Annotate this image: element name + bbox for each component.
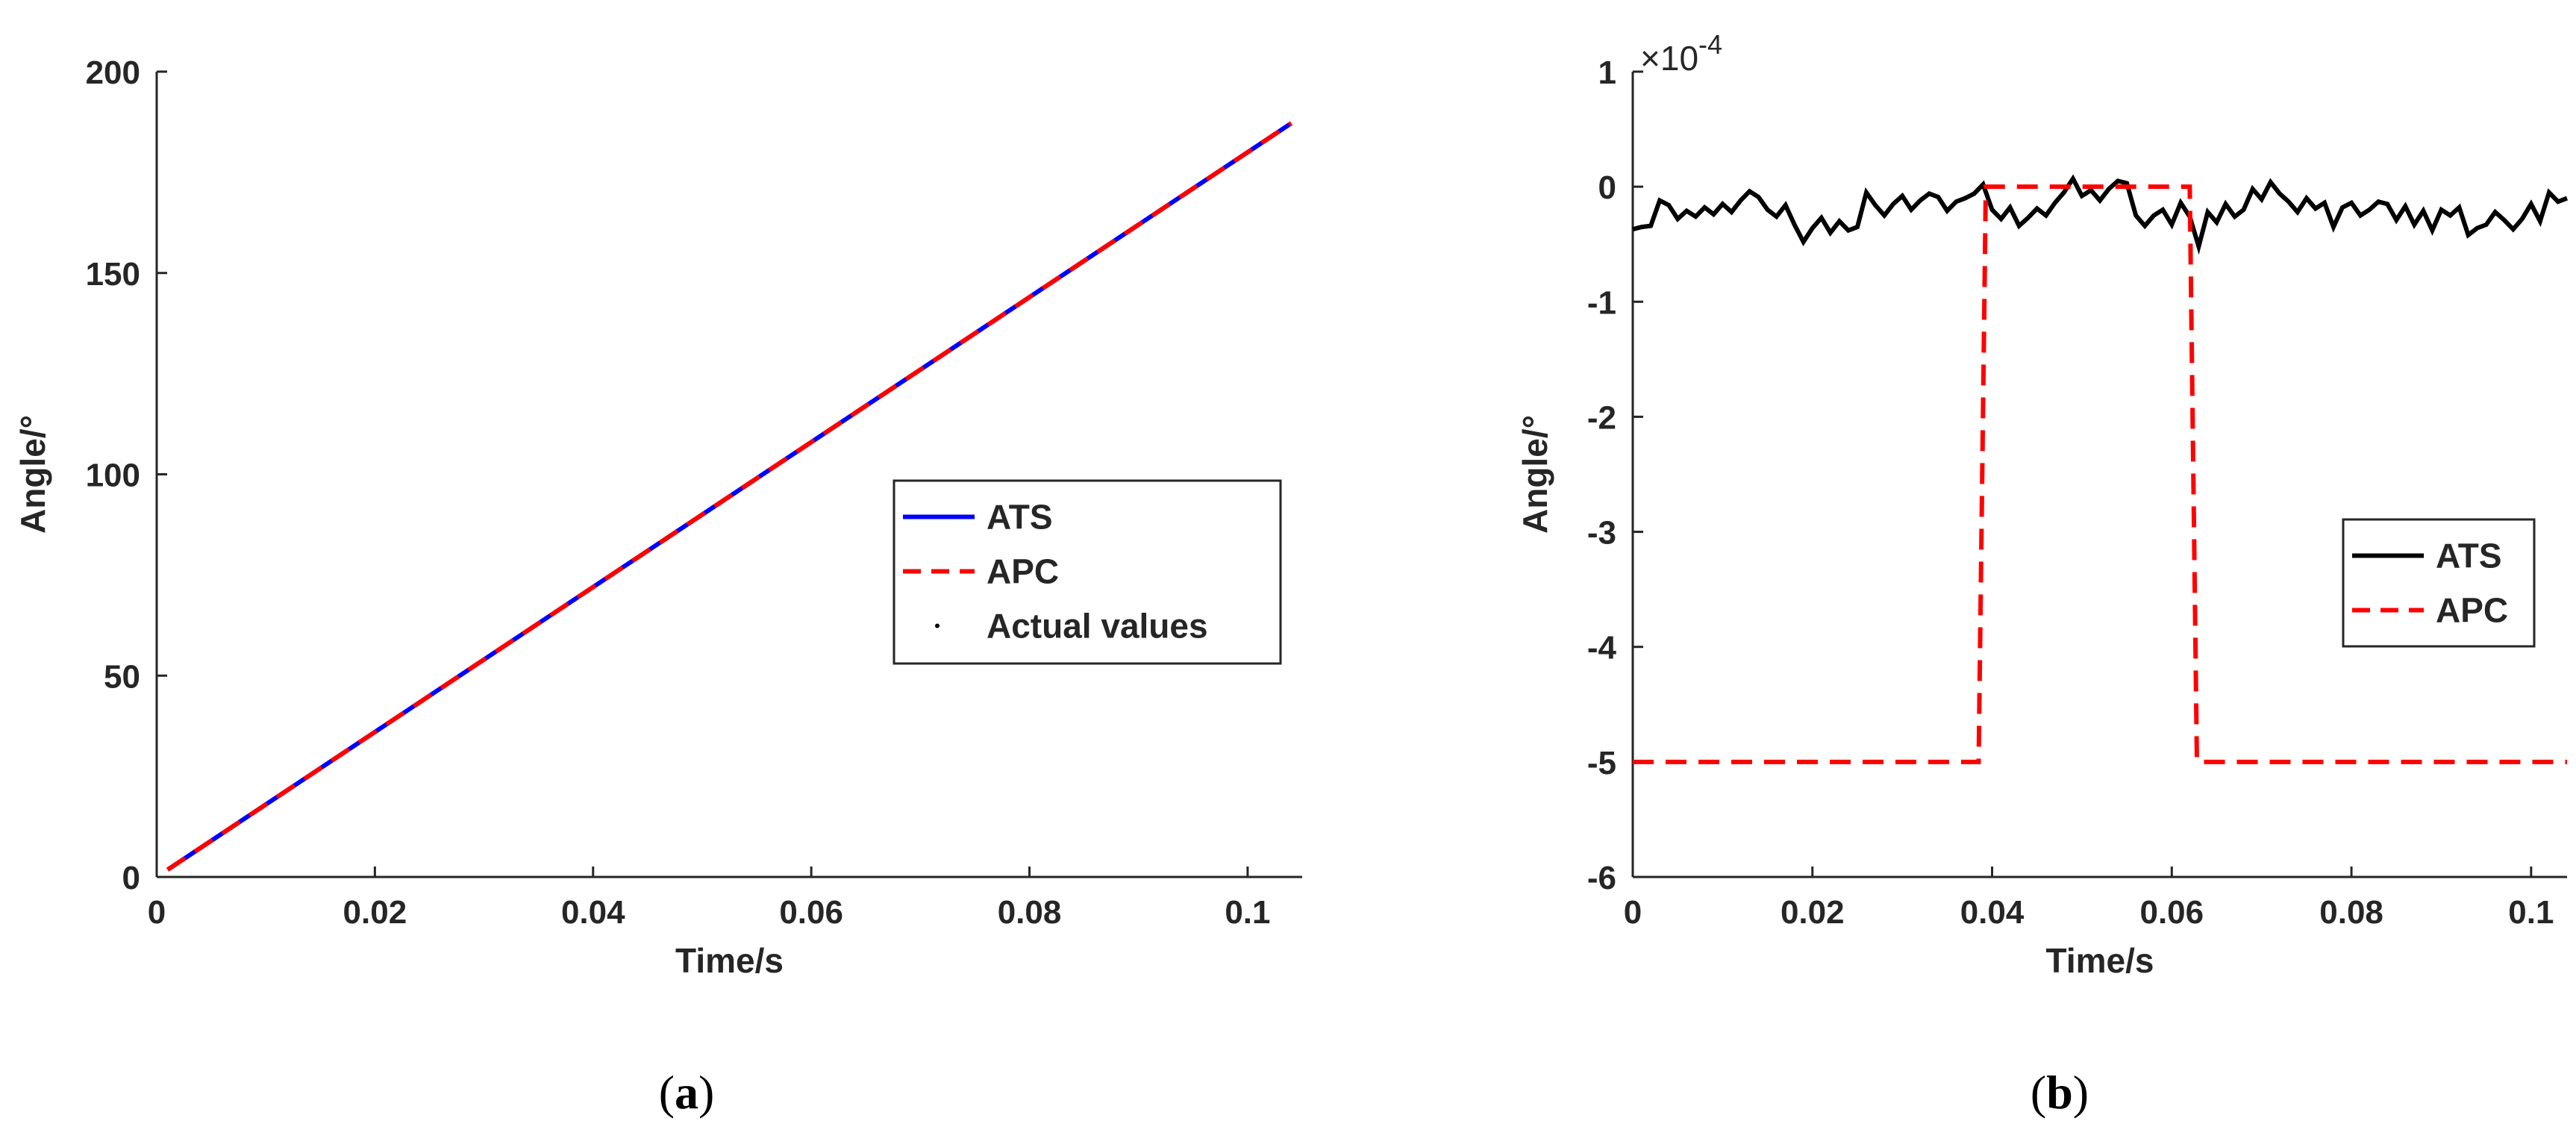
x-tick-label: 0.06 (779, 894, 843, 931)
y-exponent-value: -4 (1698, 29, 1722, 60)
caption-a: (a) (659, 1066, 715, 1119)
legend-label-actual-values: Actual values (987, 607, 1208, 646)
y-tick-label: 0 (122, 860, 140, 896)
y-tick-label: 100 (86, 458, 140, 494)
y-tick-label: -3 (1587, 515, 1616, 552)
caption-b: (b) (2031, 1066, 2089, 1119)
legend-label-ats: ATS (2436, 537, 2502, 575)
y-tick-label: -6 (1587, 860, 1616, 896)
y-tick-label: -5 (1587, 745, 1616, 781)
x-axis-label: Time/s (2046, 941, 2154, 980)
legend-marker-actual-values (935, 623, 940, 628)
x-tick-label: 0.04 (561, 894, 625, 931)
x-axis-label: Time/s (675, 941, 784, 980)
panel-b: 0 0.02 0.04 0.06 0.08 0.1 1 0 -1 -2 -3 -4 -5 -6 Time/s… (1516, 29, 2569, 980)
legend: ATS APC (2342, 518, 2536, 648)
y-exponent-label: ×10-4 (1640, 29, 1722, 78)
x-tick-label: 0.1 (1225, 894, 1270, 931)
series-line-ats (1632, 174, 2569, 255)
series-line-apc (166, 121, 1293, 872)
panel-a: 0 0.02 0.04 0.06 0.08 0.1 0 50 100 150 200 Time/s An… (13, 54, 1302, 980)
x-tick-label: 0.1 (2508, 894, 2554, 931)
y-axis-label: Angle/° (13, 415, 52, 534)
legend-label-apc: APC (987, 552, 1059, 591)
y-tick-label: -1 (1587, 284, 1616, 321)
caption-b-letter: b (2046, 1066, 2073, 1119)
x-tick-label: 0.02 (1781, 894, 1845, 931)
x-tick-label: 0.04 (1960, 894, 2025, 931)
series-line-apc (1633, 184, 2567, 764)
legend-label-ats: ATS (987, 498, 1053, 537)
legend-box (2342, 518, 2536, 648)
x-tick-label: 0.02 (343, 894, 407, 931)
y-axis-label: Angle/° (1516, 415, 1554, 534)
x-tick-label: 0 (148, 894, 166, 931)
y-tick-label: -2 (1587, 399, 1616, 436)
y-tick-label: 150 (86, 256, 140, 293)
y-tick-label: -4 (1587, 630, 1617, 666)
y-tick-label: 1 (1598, 54, 1616, 91)
x-tick-label: 0.06 (2139, 894, 2204, 931)
x-tick-label: 0 (1624, 894, 1642, 931)
x-tick-label: 0.08 (998, 894, 1062, 931)
y-tick-label: 50 (104, 658, 140, 695)
y-tick-label: 0 (1598, 169, 1616, 206)
y-tick-label: 200 (86, 54, 140, 91)
caption-a-letter: a (675, 1066, 698, 1119)
legend-label-apc: APC (2436, 591, 2508, 630)
legend-box (892, 479, 1282, 665)
x-tick-label: 0.08 (2319, 894, 2383, 931)
legend: ATS APC Actual values (892, 479, 1282, 665)
